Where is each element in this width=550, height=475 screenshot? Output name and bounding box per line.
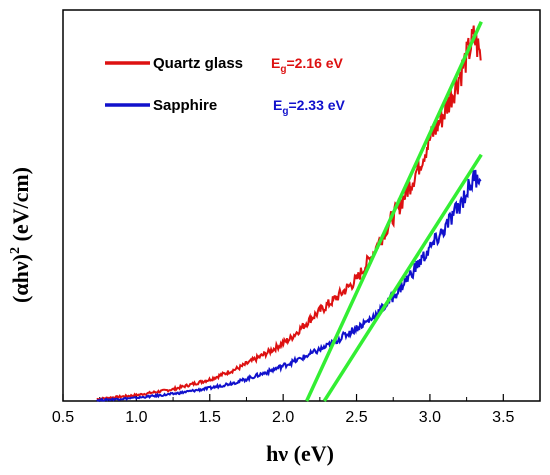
x-tick-label: 0.5 <box>52 409 74 426</box>
fit-line-0 <box>305 20 483 402</box>
x-tick-label: 2.5 <box>345 409 367 426</box>
x-axis: 0.5 1.0 1.5 2.0 2.5 3.0 3.5 <box>52 394 515 426</box>
x-tick-label: 3.5 <box>492 409 514 426</box>
x-tick-label: 2.0 <box>272 409 294 426</box>
plot-area <box>62 9 541 402</box>
y-axis-label-sup: 2 <box>8 247 23 254</box>
series-line-0 <box>96 25 482 401</box>
x-tick-label: 1.0 <box>125 409 147 426</box>
fit-lines <box>305 20 483 402</box>
x-tick-label: 3.0 <box>419 409 441 426</box>
y-axis-label-main: (αhν) <box>8 254 33 303</box>
x-axis-label: hν (eV) <box>266 441 334 466</box>
eg-subscript: g <box>282 106 288 117</box>
y-axis-label: (αhν)2 (eV/cm) <box>8 167 33 303</box>
eg-symbol: E <box>273 97 282 113</box>
x-tick-label: 1.5 <box>199 409 221 426</box>
fit-line-1 <box>322 153 483 402</box>
series-lines <box>96 25 482 403</box>
legend-label-0: Quartz glass <box>153 55 243 72</box>
series-line-1 <box>96 169 482 403</box>
eg-annotation-1: Eg=2.33 eV <box>273 97 346 117</box>
eg-value: =2.33 eV <box>288 97 345 113</box>
legend-label-1: Sapphire <box>153 97 217 114</box>
eg-subscript: g <box>280 64 286 75</box>
eg-annotation-0: Eg=2.16 eV <box>271 55 344 75</box>
eg-value: =2.16 eV <box>286 55 343 71</box>
plot-frame <box>62 9 541 402</box>
eg-symbol: E <box>271 55 280 71</box>
y-axis-label-rest: (eV/cm) <box>8 167 33 247</box>
